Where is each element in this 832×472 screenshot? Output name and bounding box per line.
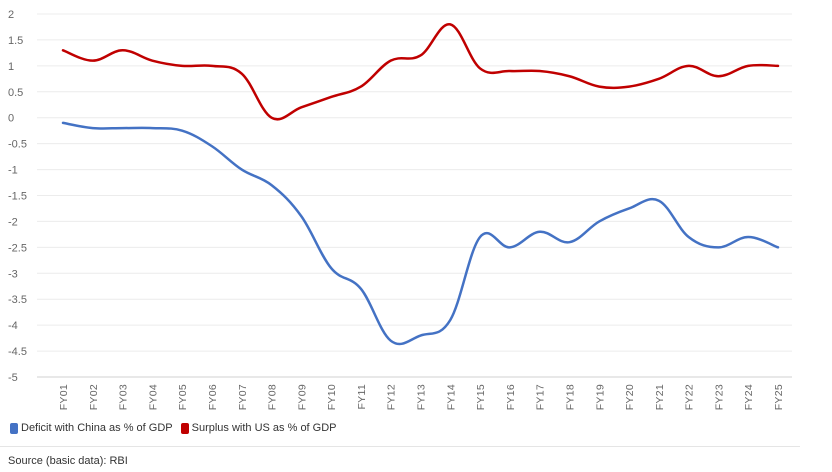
legend-label-us: Surplus with US as % of GDP	[191, 422, 337, 434]
legend-label-china: Deficit with China as % of GDP	[21, 422, 173, 434]
y-tick-label: -1.5	[8, 191, 27, 203]
y-tick-label: 1.5	[8, 35, 23, 47]
gridlines	[37, 13, 792, 378]
y-tick-label: 0.5	[8, 87, 23, 99]
y-tick-label: -4	[8, 320, 18, 332]
legend-swatch-china	[10, 422, 18, 434]
x-tick-label: FY06	[207, 384, 219, 410]
y-tick-label: -3	[8, 268, 18, 280]
x-tick-label: FY16	[505, 384, 517, 410]
y-axis-ticks: 2 1.5 1 0.5 0 -0.5 -1 -1.5 -2 -2.5 -3 -3.5 -4 -4.5 -5	[8, 9, 27, 384]
line-chart: 2 1.5 1 0.5 0 -0.5 -1 -1.5 -2 -2.5 -3 -3.5 -4 -4.5 -5 …	[8, 9, 792, 410]
x-tick-label: FY22	[684, 384, 696, 410]
y-tick-label: -3.5	[8, 294, 27, 306]
legend-item-china[interactable]: Deficit with China as % of GDP	[10, 422, 173, 434]
x-tick-label: FY21	[654, 384, 666, 410]
y-tick-label: -5	[8, 372, 18, 384]
x-axis-ticks: FY01 FY02 FY03 FY04 FY05 FY06 FY07 FY08 FY09 FY10…	[58, 384, 785, 410]
y-tick-label: -2	[8, 216, 18, 228]
x-tick-label: FY01	[58, 384, 70, 410]
chart-svg: 21.510.50-0.5-1-1.5-2-2.5-3-3.5-4-4.5-5 …	[8, 9, 792, 410]
legend: Deficit with China as % of GDP Surplus w…	[10, 422, 337, 434]
x-tick-label: FY17	[535, 384, 547, 410]
x-tick-label: FY10	[326, 384, 338, 410]
x-tick-label: FY18	[564, 384, 576, 410]
series-line-china	[61, 121, 780, 346]
x-tick-label: FY07	[237, 384, 249, 410]
y-tick-label: -1	[8, 165, 18, 177]
x-tick-label: FY03	[118, 384, 130, 410]
y-tick-label: -2.5	[8, 242, 27, 254]
divider	[0, 446, 800, 447]
x-tick-label: FY20	[624, 384, 636, 410]
source-note: Source (basic data): RBI	[8, 455, 128, 467]
x-tick-label: FY12	[386, 384, 398, 410]
y-tick-label: -4.5	[8, 346, 27, 358]
x-tick-label: FY05	[177, 384, 189, 410]
x-tick-label: FY08	[267, 384, 279, 410]
series-lines	[61, 23, 780, 346]
legend-swatch-us	[180, 422, 189, 434]
y-tick-label: 1	[8, 61, 14, 73]
legend-item-us[interactable]: Surplus with US as % of GDP	[180, 422, 337, 434]
y-tick-label: 2	[8, 9, 14, 21]
x-tick-label: FY25	[773, 384, 785, 410]
x-tick-label: FY02	[88, 384, 100, 410]
x-tick-label: FY14	[445, 384, 457, 410]
series-line-us	[61, 23, 780, 121]
x-tick-label: FY23	[713, 384, 725, 410]
x-tick-label: FY15	[475, 384, 487, 410]
x-tick-label: FY19	[594, 384, 606, 410]
x-tick-label: FY09	[296, 384, 308, 410]
x-tick-label: FY11	[356, 384, 368, 410]
x-tick-label: FY04	[147, 384, 159, 410]
x-tick-label: FY24	[743, 384, 755, 410]
y-tick-label: -0.5	[8, 139, 27, 151]
x-tick-label: FY13	[416, 384, 428, 410]
y-tick-label: 0	[8, 113, 14, 125]
